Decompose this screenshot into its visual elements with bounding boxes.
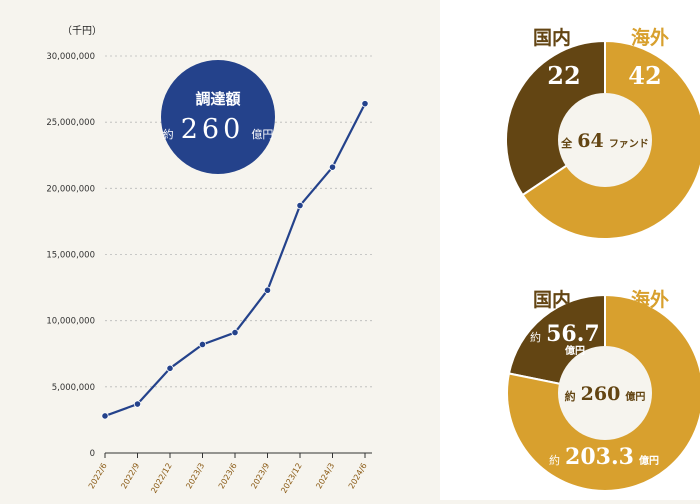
- badge-circle: [161, 60, 275, 174]
- fund-count-donut: 国内 海外 22 42 全 64 ファンド: [505, 26, 700, 240]
- donut1-domestic-value: 22: [547, 61, 580, 90]
- donut2-center-prefix: 約: [565, 389, 576, 403]
- donut2-hole: [558, 346, 652, 440]
- data-point: [361, 100, 369, 108]
- donut2-domestic-unit: 億円: [565, 344, 585, 357]
- x-tick-label: 2022/9: [119, 462, 141, 491]
- data-point: [296, 201, 304, 210]
- donut-charts-panel: 国内 海外 22 42 全 64 ファンド 国内 海外 約 56.7 億円 約 …: [440, 0, 700, 500]
- y-tick-label: 25,000,000: [46, 118, 95, 128]
- y-tick-label: 20,000,000: [46, 184, 95, 194]
- data-point: [133, 400, 142, 408]
- y-tick-label: 30,000,000: [46, 52, 95, 62]
- x-tick-label: 2023/3: [184, 462, 206, 491]
- donut1-hole: [558, 93, 652, 187]
- total-funding-badge: 調達額 約 260 億円: [161, 60, 275, 174]
- data-point: [231, 328, 239, 337]
- funding-amount-donut: 国内 海外 約 56.7 億円 約 260 億円 約 203.3 億円: [506, 288, 700, 492]
- x-tick-label: 2024/6: [347, 462, 369, 491]
- x-tick-label: 2023/6: [217, 462, 239, 491]
- donut1-overseas-value: 42: [628, 61, 661, 90]
- donut2-domestic-value-line: 約 56.7: [530, 321, 600, 347]
- funding-line-chart-panel: （千円） 0 5,000,000 10,000,000 15,000,000 20,00…: [46, 25, 372, 495]
- x-tick-label: 2022/6: [87, 462, 109, 491]
- badge-unit: 億円: [251, 128, 273, 141]
- badge-title: 調達額: [195, 90, 240, 108]
- data-point: [263, 286, 272, 294]
- donut2-overseas-value-line: 約 203.3 億円: [549, 444, 659, 470]
- y-tick-label: 0: [90, 449, 95, 459]
- badge-prefix: 約: [163, 127, 174, 141]
- donut1-center-unit: ファンド: [609, 138, 649, 150]
- badge-amount: 260: [181, 114, 245, 145]
- y-tick-label: 10,000,000: [46, 317, 95, 327]
- donut1-center-text: 全 64 ファンド: [560, 130, 649, 152]
- donut1-center-prefix: 全: [560, 136, 573, 150]
- donut2-domestic-value: 56.7: [546, 321, 600, 347]
- donut1-overseas-label: 海外: [631, 26, 669, 49]
- donut2-center-unit: 億円: [625, 390, 645, 403]
- donut2-domestic-label: 国内: [533, 288, 571, 311]
- data-point: [166, 364, 174, 372]
- x-tick-label: 2023/9: [249, 462, 271, 491]
- donut1-center-value: 64: [577, 130, 603, 152]
- donut2-center-value: 260: [581, 383, 621, 405]
- badge-amount-line: 約 260 億円: [163, 114, 274, 145]
- donut2-overseas-unit: 億円: [639, 454, 659, 467]
- donut2-center-text: 約 260 億円: [565, 383, 646, 405]
- donut1-domestic-label: 国内: [533, 26, 571, 49]
- data-point: [328, 163, 337, 171]
- donut2-domestic-prefix: 約: [530, 330, 541, 344]
- x-tick-label: 2023/12: [279, 462, 303, 495]
- donut2-overseas-label: 海外: [631, 288, 669, 311]
- data-point: [101, 412, 109, 420]
- funding-line-chart: （千円） 0 5,000,000 10,000,000 15,000,000 20,00…: [46, 25, 372, 495]
- data-point: [198, 340, 207, 349]
- y-tick-label: 15,000,000: [46, 251, 95, 261]
- y-axis-unit-label: （千円）: [62, 25, 102, 37]
- donut2-overseas-value: 203.3: [565, 444, 634, 470]
- x-tick-label: 2024/3: [314, 462, 336, 491]
- donut2-overseas-prefix: 約: [549, 453, 560, 467]
- x-tick-label: 2022/12: [149, 462, 173, 495]
- y-tick-label: 5,000,000: [52, 383, 95, 393]
